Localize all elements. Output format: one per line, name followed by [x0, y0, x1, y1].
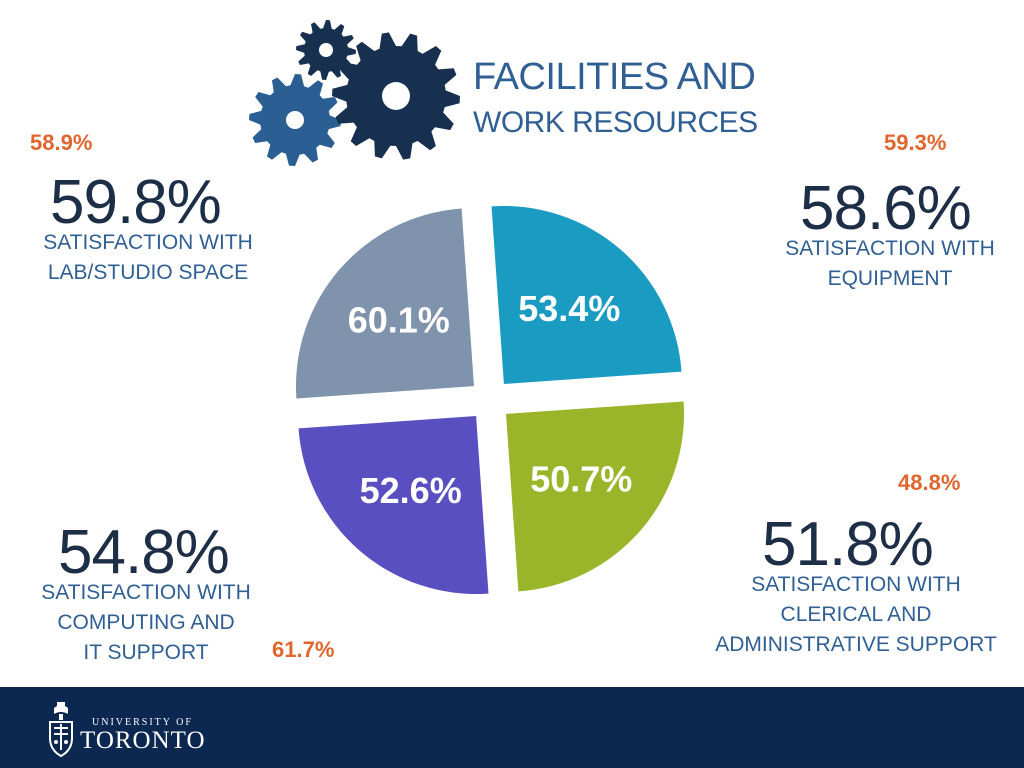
- equipment-caption: SATISFACTION WITH EQUIPMENT: [785, 237, 995, 290]
- lab-studio-caption: SATISFACTION WITH LAB/STUDIO SPACE: [43, 231, 253, 284]
- computing-value: 54.8%: [58, 518, 230, 587]
- pie-slice-top-right: [491, 205, 682, 384]
- gears-icon: [249, 20, 460, 166]
- footer-bar: [0, 687, 1024, 768]
- pie-chart: 53.4% 50.7% 52.6% 60.1%: [295, 205, 685, 595]
- lab-studio-prior-value: 58.9%: [30, 130, 93, 155]
- crest-icon: [49, 702, 73, 758]
- clerical-prior-value: 48.8%: [898, 470, 961, 495]
- lab-studio-value: 59.8%: [50, 168, 222, 237]
- clerical-caption: SATISFACTION WITH CLERICAL AND ADMINISTR…: [715, 573, 997, 656]
- pie-slice-bottom-left: [298, 416, 489, 595]
- pie-slice-label-bottom-left: 52.6%: [360, 470, 462, 511]
- equipment-value: 58.6%: [800, 174, 972, 243]
- computing-caption: SATISFACTION WITH COMPUTING AND IT SUPPO…: [41, 581, 251, 664]
- pie-slice-bottom-right: [506, 401, 685, 592]
- pie-slice-label-bottom-right: 50.7%: [530, 458, 632, 499]
- pie-slice-label-top-right: 53.4%: [518, 288, 620, 329]
- computing-prior-value: 61.7%: [272, 637, 335, 662]
- page-subtitle: WORK RESOURCES: [473, 106, 758, 139]
- page-title: FACILITIES AND: [473, 56, 756, 98]
- toronto-wordmark: TORONTO: [80, 727, 206, 754]
- clerical-value: 51.8%: [762, 510, 934, 579]
- equipment-prior-value: 59.3%: [884, 130, 947, 155]
- pie-slice-label-top-left: 60.1%: [348, 300, 450, 341]
- pie-slice-top-left: [295, 208, 474, 399]
- university-of-label: UNIVERSITY OF: [92, 717, 193, 728]
